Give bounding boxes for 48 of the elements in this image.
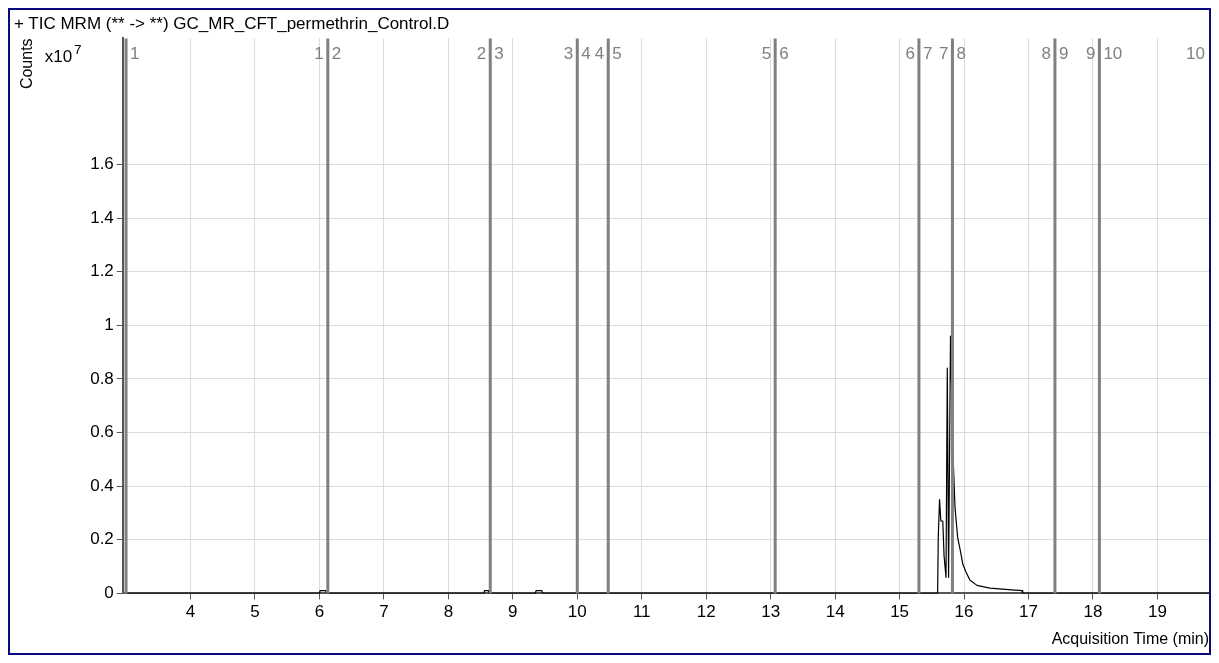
x-tick-label: 12 (696, 602, 716, 622)
chart-title: + TIC MRM (** -> **) GC_MR_CFT_permethrin_Control.D (14, 13, 450, 33)
x-tick-label: 17 (1019, 602, 1038, 622)
annotation: 4 (581, 44, 591, 64)
x-tick-label: 18 (1083, 602, 1103, 622)
x-tick-label: 14 (825, 602, 845, 622)
annotation: 5 (761, 44, 772, 64)
x-tick-label: 7 (379, 602, 389, 622)
x-tick-label: 9 (508, 602, 518, 622)
x-tick-label: 19 (1147, 602, 1167, 622)
y-tick-label: 1.6 (90, 154, 114, 174)
x-tick-label: 5 (250, 602, 260, 622)
annotation: 7 (922, 44, 933, 64)
annotation: 10 (1186, 44, 1205, 64)
annotation: 6 (779, 44, 789, 64)
y-tick-label: 0.8 (90, 368, 114, 388)
annotation: 5 (612, 44, 622, 64)
x-tick-label: 8 (443, 602, 454, 622)
y-tick-label: 0.4 (90, 475, 114, 495)
annotation: 6 (905, 44, 915, 64)
annotation: 1 (314, 44, 324, 64)
annotation: 9 (1085, 44, 1096, 64)
y-tick-label: 1.4 (90, 207, 114, 227)
annotation: 9 (1058, 44, 1069, 64)
annotation: 3 (563, 44, 574, 64)
annotation: 1 (130, 44, 140, 64)
x-tick-label: 4 (185, 602, 196, 622)
y-tick-label: 0.2 (90, 529, 114, 549)
y-tick-label: 0.6 (90, 422, 114, 442)
x-tick-label: 10 (567, 602, 587, 622)
annotation: 8 (1041, 44, 1051, 64)
annotation: 10 (1103, 44, 1123, 64)
y-tick-label: 0 (104, 583, 114, 603)
y-tick-label: 1 (104, 314, 114, 334)
annotation: 4 (594, 44, 605, 64)
x-tick-label: 6 (314, 602, 325, 622)
y-axis-title: Counts (18, 38, 36, 90)
annotation: 7 (938, 44, 949, 64)
annotation: 8 (956, 44, 966, 64)
x-tick-label: 13 (761, 602, 781, 622)
x-tick-label: 16 (954, 602, 974, 622)
annotation: 2 (331, 44, 342, 64)
x-tick-label: 11 (632, 602, 651, 622)
x-tick-label: 15 (890, 602, 910, 622)
x-axis-title: Acquisition Time (min) (1051, 629, 1209, 647)
annotation: 2 (476, 44, 487, 64)
y-tick-label: 1.2 (90, 261, 114, 281)
annotation: 3 (494, 44, 504, 64)
